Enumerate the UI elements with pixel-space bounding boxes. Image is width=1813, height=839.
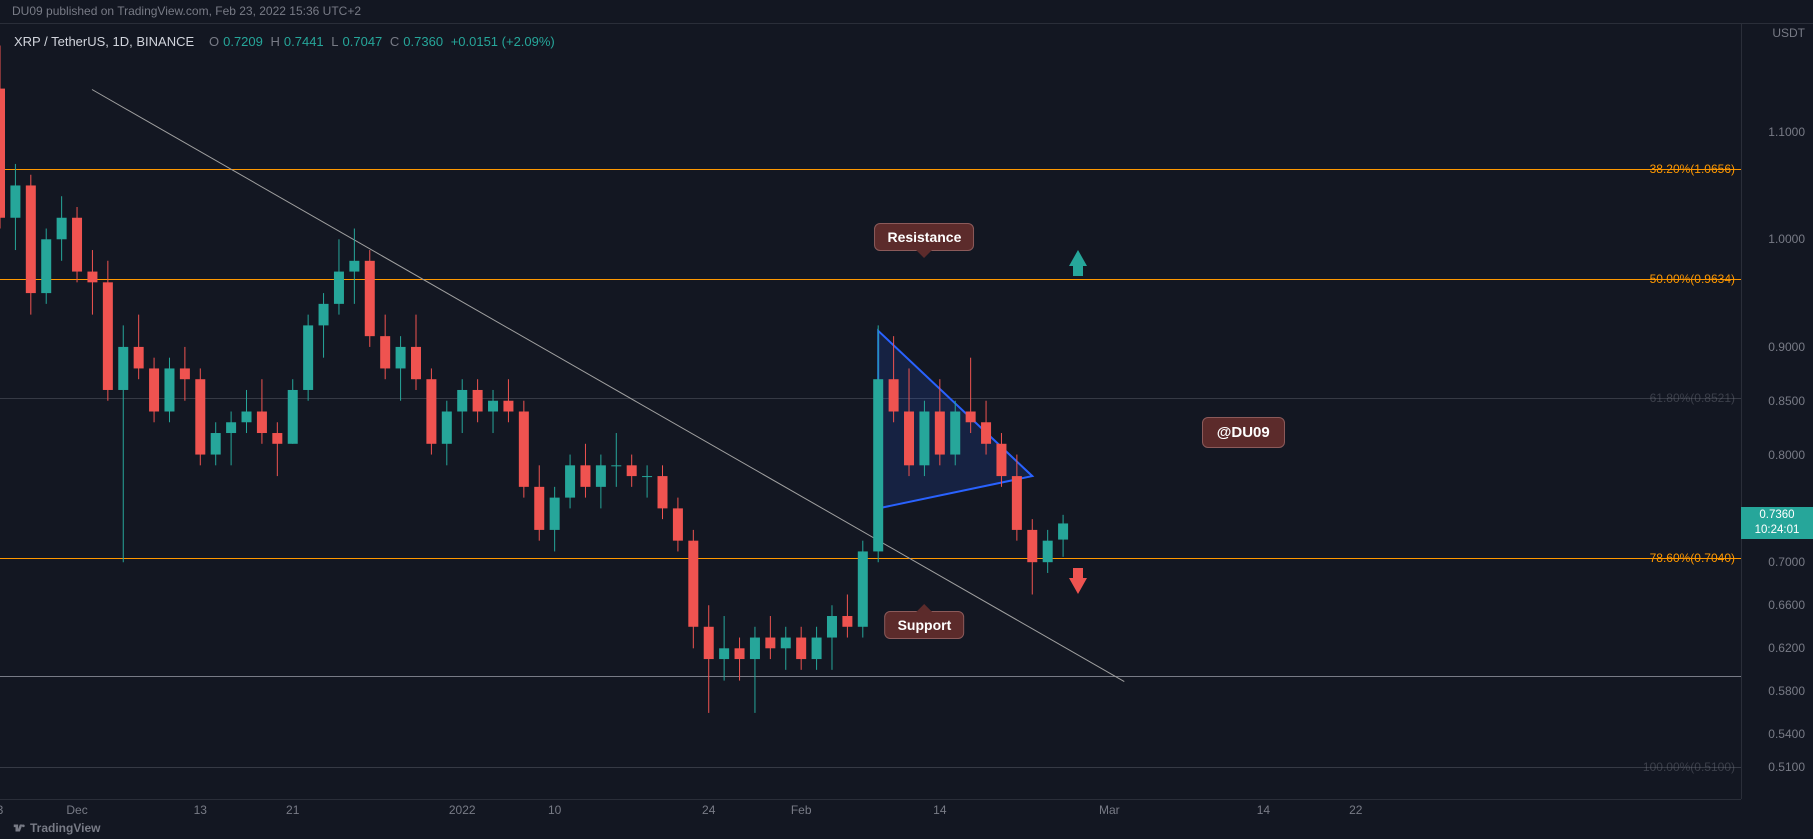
y-tick-label: 0.6200 xyxy=(1768,641,1805,655)
y-tick-label: 0.9000 xyxy=(1768,340,1805,354)
x-tick-label: 22 xyxy=(1349,803,1362,817)
y-tick-label: 0.6600 xyxy=(1768,598,1805,612)
x-tick-label: 10 xyxy=(548,803,561,817)
y-axis[interactable]: USDT 1.1000 1.0000 0.9000 0.8500 0.8000 0.700… xyxy=(1741,24,1813,799)
price-tag-price: 0.7360 xyxy=(1741,508,1813,523)
x-tick-label: Feb xyxy=(791,803,812,817)
c-label: C xyxy=(390,34,399,49)
y-tick-label: 0.5400 xyxy=(1768,727,1805,741)
tradingview-icon xyxy=(12,821,26,835)
x-tick-label: 2022 xyxy=(449,803,476,817)
symbol-name: XRP / TetherUS, 1D, BINANCE xyxy=(14,34,194,49)
price-tag-countdown: 10:24:01 xyxy=(1741,523,1813,538)
y-tick-label: 0.7000 xyxy=(1768,555,1805,569)
x-tick-label: Dec xyxy=(66,803,87,817)
x-axis[interactable]: 3 Dec 13 21 2022 10 24 Feb 14 Mar 14 22 xyxy=(0,799,1741,819)
y-tick-label: 1.1000 xyxy=(1768,125,1805,139)
x-tick-label: 14 xyxy=(933,803,946,817)
x-tick-label: 24 xyxy=(702,803,715,817)
y-tick-label: 0.8500 xyxy=(1768,394,1805,408)
o-label: O xyxy=(209,34,219,49)
h-label: H xyxy=(271,34,280,49)
arrow-down-icon xyxy=(1069,578,1087,594)
footer-brand: TradingView xyxy=(12,821,100,835)
x-tick-label: 21 xyxy=(286,803,299,817)
arrow-up-icon xyxy=(1069,250,1087,266)
y-tick-label: 0.5100 xyxy=(1768,760,1805,774)
candles-layer xyxy=(0,24,1741,799)
current-price-tag: 0.736010:24:01 xyxy=(1741,507,1813,539)
plot-region[interactable]: 38.20%(1.0656)50.00%(0.9634)61.80%(0.852… xyxy=(0,24,1741,799)
callout-support[interactable]: Support xyxy=(885,611,965,639)
y-tick-label: 0.5800 xyxy=(1768,684,1805,698)
x-tick-label: 13 xyxy=(194,803,207,817)
l-label: L xyxy=(331,34,338,49)
o-value: 0.7209 xyxy=(223,34,263,49)
x-tick-label: 14 xyxy=(1257,803,1270,817)
publish-text: DU09 published on TradingView.com, Feb 2… xyxy=(12,4,361,18)
chart-legend: XRP / TetherUS, 1D, BINANCE O 0.7209 H 0.7… xyxy=(14,34,559,49)
c-value: 0.7360 xyxy=(403,34,443,49)
l-value: 0.7047 xyxy=(343,34,383,49)
y-axis-unit: USDT xyxy=(1772,26,1805,40)
h-value: 0.7441 xyxy=(284,34,324,49)
change-value: +0.0151 (+2.09%) xyxy=(451,34,555,49)
x-tick-label: 3 xyxy=(0,803,3,817)
chart-area[interactable]: 38.20%(1.0656)50.00%(0.9634)61.80%(0.852… xyxy=(0,24,1813,839)
callout-resistance[interactable]: Resistance xyxy=(874,223,974,251)
y-tick-label: 1.0000 xyxy=(1768,232,1805,246)
x-tick-label: Mar xyxy=(1099,803,1120,817)
y-tick-label: 0.8000 xyxy=(1768,448,1805,462)
author-watermark: @DU09 xyxy=(1202,417,1285,448)
publish-header: DU09 published on TradingView.com, Feb 2… xyxy=(0,0,1813,24)
